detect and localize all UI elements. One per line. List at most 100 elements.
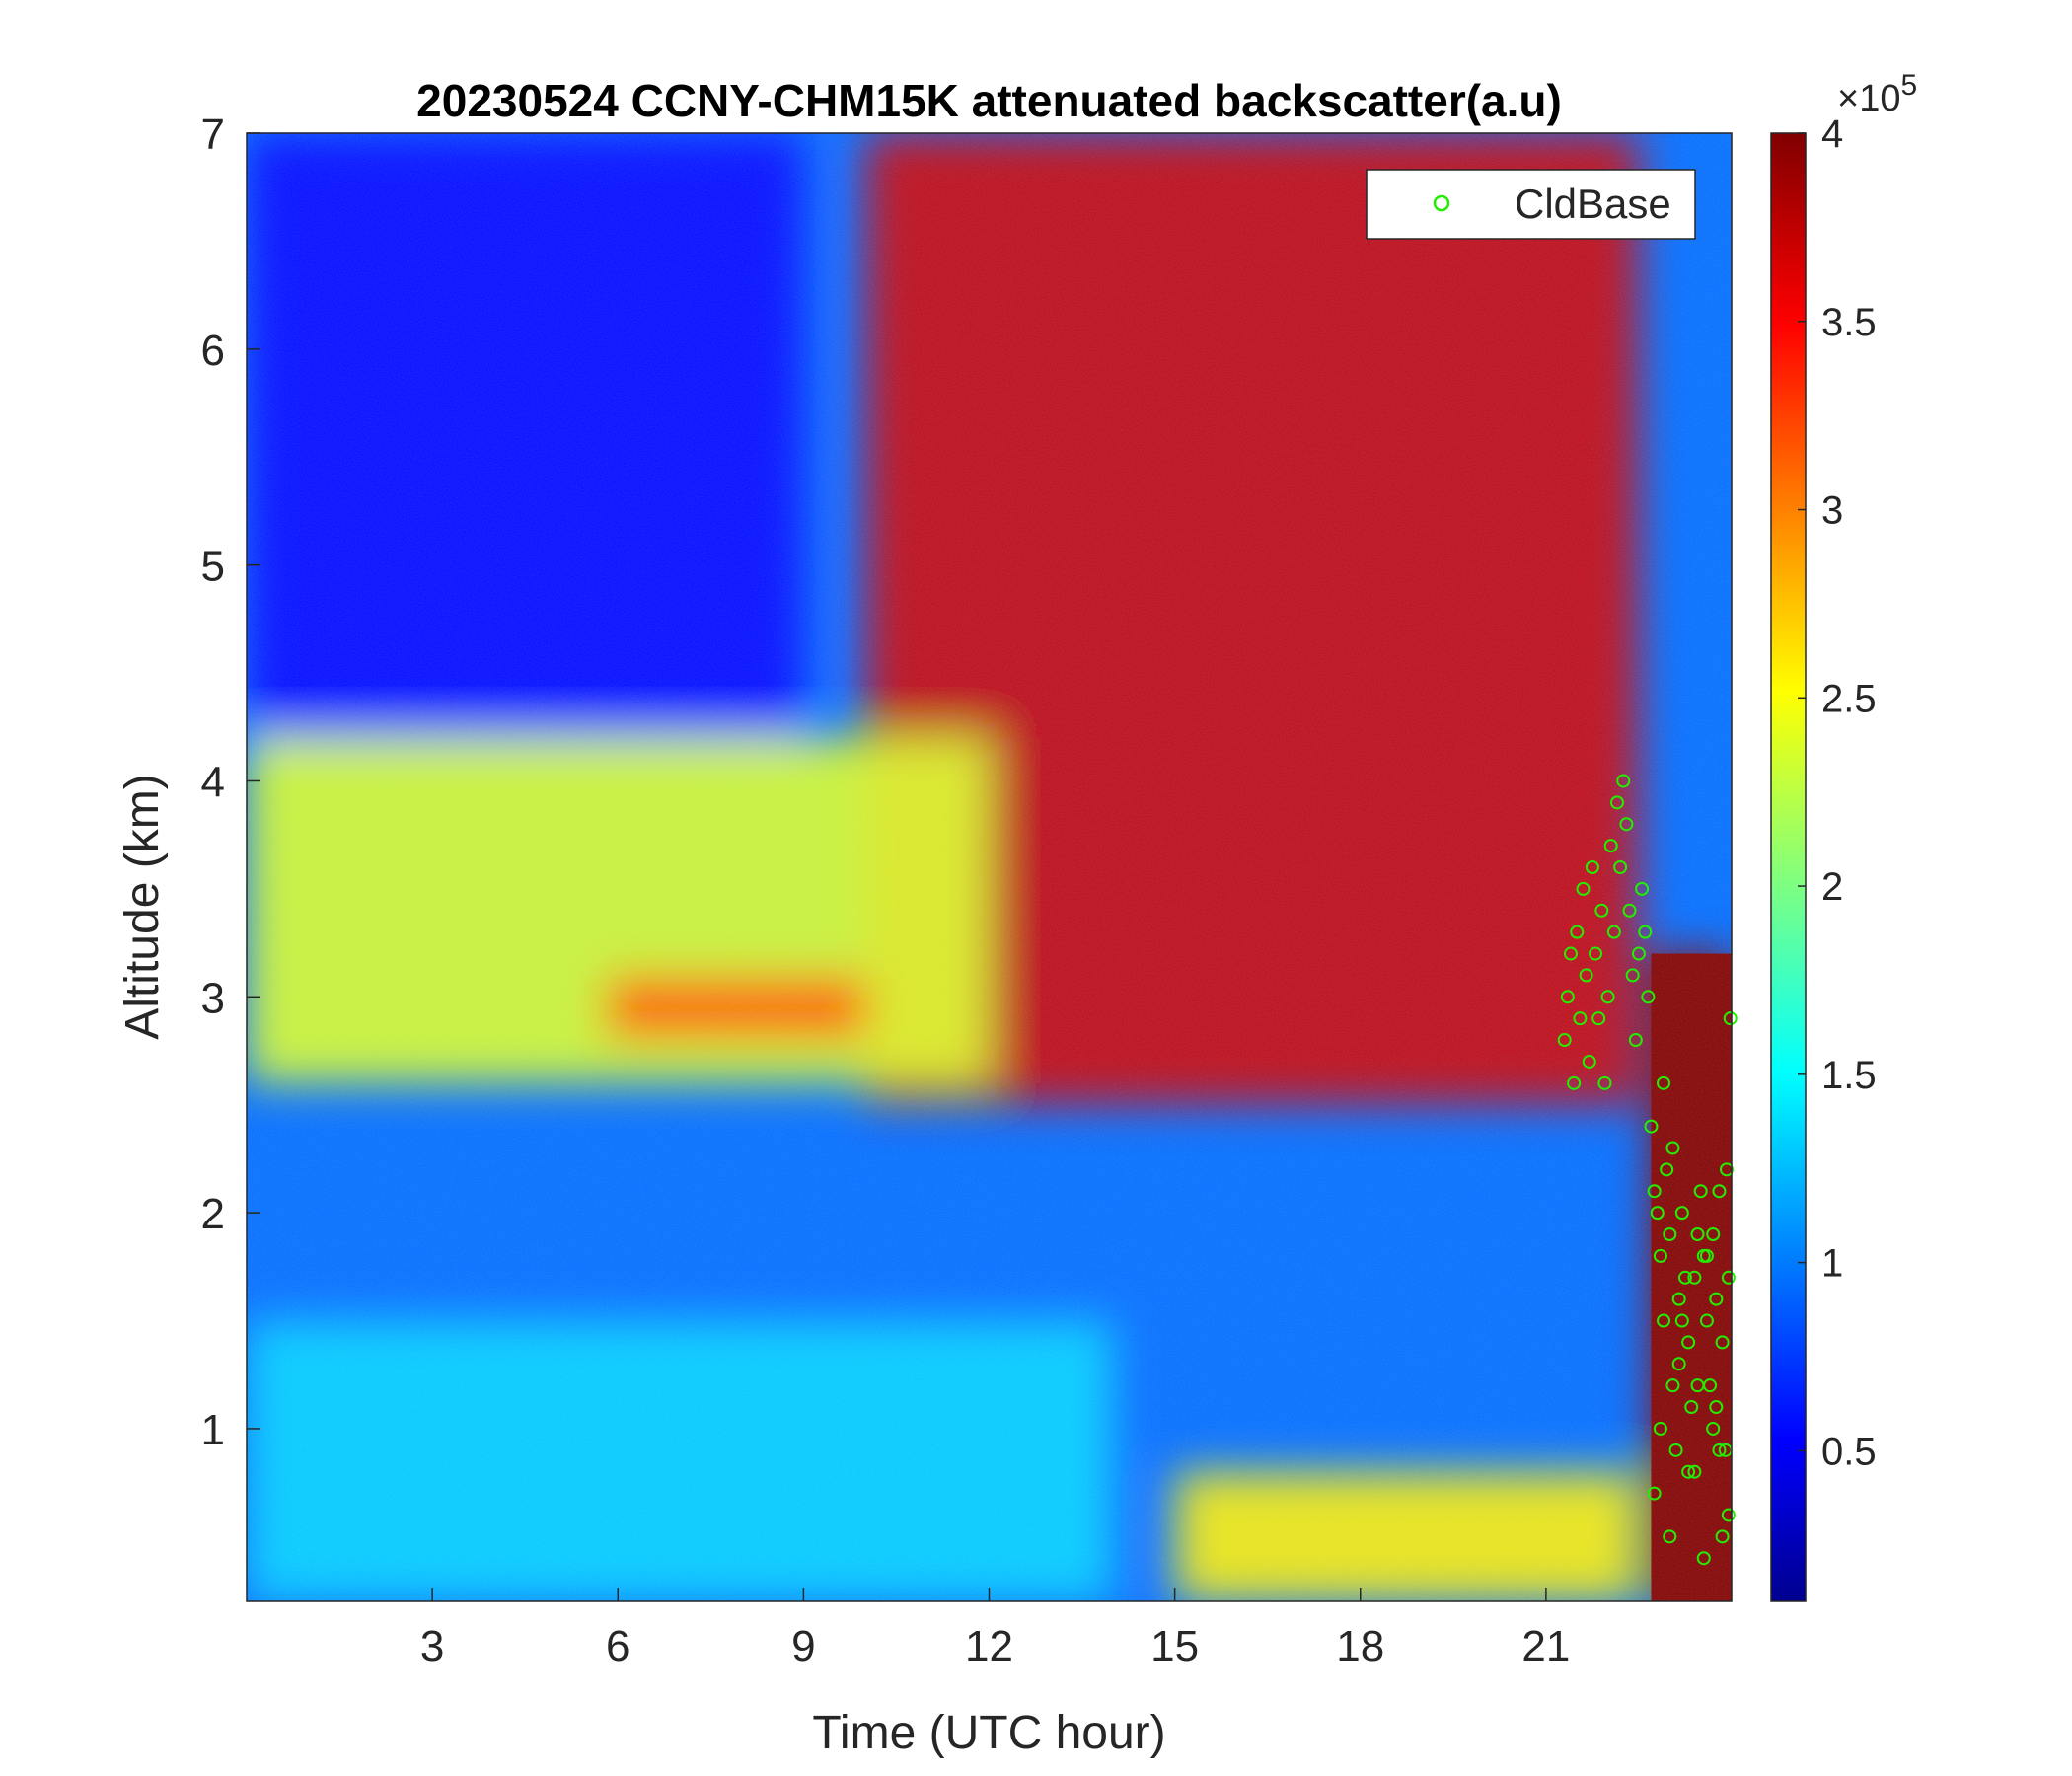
cldbase-point — [1668, 1443, 1683, 1457]
cldbase-point — [1677, 1270, 1692, 1285]
cldbase-point — [1657, 1075, 1671, 1090]
cldbase-point — [1576, 881, 1591, 896]
cldbase-point — [1681, 1335, 1696, 1350]
cldbase-point — [1638, 925, 1653, 939]
x-tick-label: 9 — [791, 1622, 815, 1670]
cldbase-point — [1647, 1486, 1662, 1501]
cldbase-point — [1563, 946, 1578, 961]
cldbase-point — [1594, 903, 1609, 918]
x-tick-label: 12 — [965, 1622, 1013, 1670]
colorbar-tick-label: 1 — [1821, 1242, 1843, 1286]
y-tick-label: 4 — [201, 758, 225, 806]
cldbase-point — [1600, 990, 1615, 1004]
y-axis-label: Altitude (km) — [116, 774, 169, 1039]
colorbar-gradient — [1770, 132, 1807, 1602]
x-tick-label: 18 — [1336, 1622, 1384, 1670]
legend-marker-icon — [1433, 194, 1450, 212]
cldbase-point — [1674, 1313, 1689, 1328]
cldbase-point — [1635, 881, 1650, 896]
plot-area — [246, 132, 1738, 1602]
cldbase-point — [1693, 1184, 1708, 1199]
cldbase-point — [1644, 1119, 1659, 1134]
y-tick-label: 3 — [201, 974, 225, 1022]
cldbase-point — [1653, 1248, 1667, 1263]
cldbase-point — [1641, 990, 1656, 1004]
y-tick-label: 1 — [201, 1406, 225, 1454]
cldbase-point — [1606, 925, 1621, 939]
cldbase-point — [1619, 817, 1634, 832]
cldbase-point — [1709, 1400, 1724, 1415]
cldbase-point — [1663, 1529, 1677, 1544]
cldbase-point — [1671, 1292, 1686, 1306]
cldbase-point — [1712, 1443, 1727, 1457]
x-axis-label: Time (UTC hour) — [812, 1707, 1165, 1759]
cldbase-point — [1715, 1335, 1730, 1350]
x-axis: 3 6 9 12 15 18 21 — [420, 1588, 1570, 1670]
cldbase-point — [1706, 1421, 1721, 1436]
colorbar-exponent: ×105 — [1837, 69, 1917, 119]
cldbase-point — [1625, 968, 1640, 983]
cldbase-point — [1687, 1464, 1702, 1479]
cldbase-point — [1699, 1248, 1714, 1263]
cldbase-point — [1671, 1357, 1686, 1371]
heatmap-field — [247, 133, 1732, 1601]
legend-entry-cldbase: CldBase — [1515, 181, 1671, 227]
cldbase-point — [1721, 1508, 1736, 1522]
x-tick-label: 6 — [606, 1622, 629, 1670]
cldbase-point — [1622, 903, 1637, 918]
colorbar-tick-label: 0.5 — [1821, 1430, 1877, 1473]
colorbar-tick-label: 4 — [1821, 112, 1843, 156]
cldbase-point — [1681, 1464, 1696, 1479]
cldbase-point — [1579, 968, 1593, 983]
cldbase-point — [1663, 1227, 1677, 1241]
heatmap-noise — [247, 133, 1732, 1601]
legend[interactable]: CldBase — [1366, 169, 1696, 240]
cldbase-point — [1582, 1054, 1596, 1069]
cldbase-point — [1591, 1011, 1606, 1026]
cldbase-point — [1597, 1075, 1612, 1090]
cldbase-point — [1706, 1227, 1721, 1241]
y-tick-label: 2 — [201, 1190, 225, 1238]
cldbase-point — [1567, 1075, 1582, 1090]
cldbase-series — [1557, 774, 1738, 1566]
cldbase-point — [1690, 1227, 1705, 1241]
cldbase-point — [1616, 774, 1631, 788]
y-tick-label: 7 — [201, 111, 225, 159]
cldbase-point — [1657, 1313, 1671, 1328]
cldbase-point — [1721, 1270, 1736, 1285]
y-tick-label: 5 — [201, 543, 225, 591]
cldbase-point — [1709, 1292, 1724, 1306]
cldbase-point — [1684, 1400, 1699, 1415]
cldbase-point — [1560, 990, 1575, 1004]
cldbase-point — [1712, 1184, 1727, 1199]
cldbase-point — [1719, 1162, 1734, 1177]
cldbase-point — [1699, 1313, 1714, 1328]
cldbase-point — [1613, 860, 1628, 874]
cldbase-point — [1570, 925, 1585, 939]
colorbar: 0.5 1 1.5 2 2.5 3 3.5 4×105 — [1770, 69, 1917, 1602]
cldbase-point — [1674, 1206, 1689, 1221]
cldbase-point — [1690, 1378, 1705, 1393]
cldbase-point — [1647, 1184, 1662, 1199]
cldbase-point — [1723, 1011, 1738, 1026]
cldbase-point — [1715, 1529, 1730, 1544]
chart-title: 20230524 CCNY-CHM15K attenuated backscat… — [416, 75, 1562, 126]
cldbase-point — [1557, 1033, 1572, 1048]
cldbase-point — [1650, 1206, 1665, 1221]
colorbar-exponent-power: 5 — [1900, 69, 1917, 102]
cldbase-point — [1687, 1270, 1702, 1285]
cldbase-point — [1609, 795, 1624, 810]
cldbase-point — [1585, 860, 1599, 874]
cldbase-point — [1603, 839, 1618, 853]
colorbar-tick-label: 3 — [1821, 489, 1843, 533]
colorbar-tick-label: 2.5 — [1821, 677, 1877, 720]
colorbar-tick-label: 2 — [1821, 865, 1843, 909]
cldbase-point — [1696, 1551, 1711, 1566]
x-tick-label: 21 — [1521, 1622, 1570, 1670]
cldbase-point — [1589, 946, 1603, 961]
cldbase-point — [1573, 1011, 1588, 1026]
y-axis: 1 2 3 4 5 6 7 — [201, 111, 260, 1454]
cldbase-point — [1665, 1378, 1680, 1393]
colorbar-tick-label: 1.5 — [1821, 1054, 1877, 1097]
